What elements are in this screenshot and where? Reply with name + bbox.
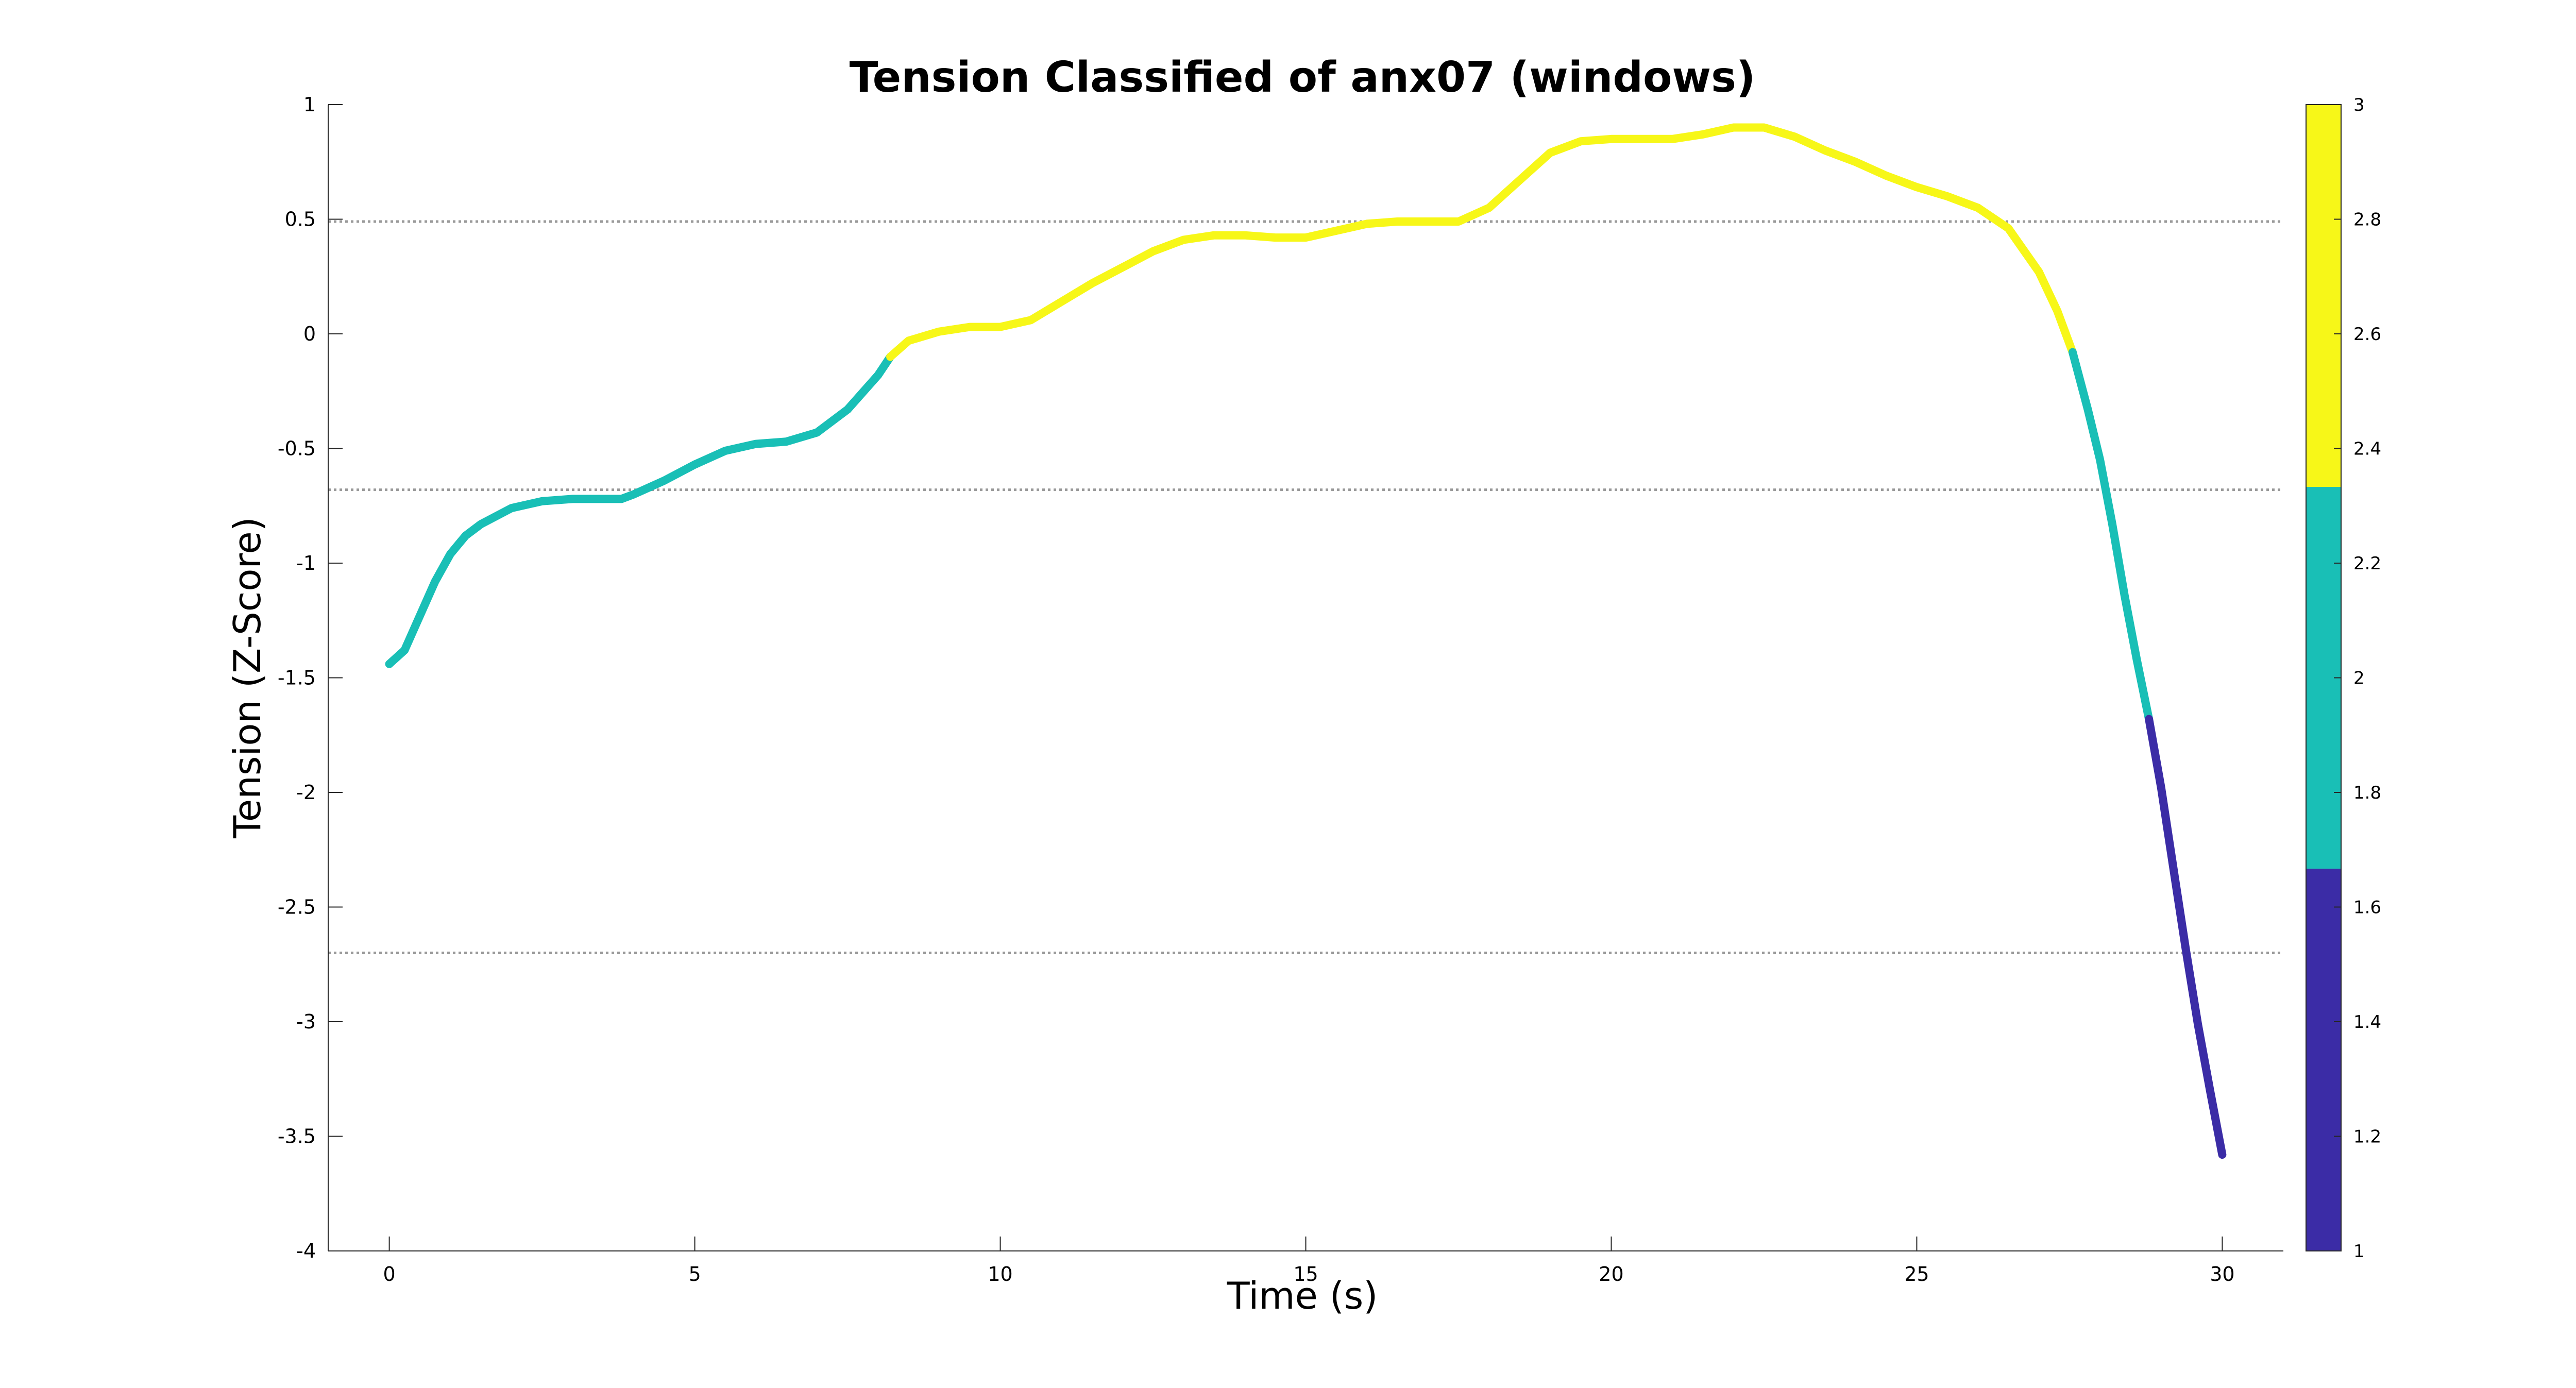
series-line (2068, 348, 2154, 723)
x-ticks: 0 5 10 15 20 25 30 (383, 1237, 2235, 1285)
colorbar-tick-label: 2.8 (2353, 210, 2381, 230)
y-tick-label: -2 (296, 781, 316, 804)
colorbar-tick-label: 1.4 (2353, 1012, 2381, 1032)
x-tick-label: 10 (988, 1263, 1012, 1285)
colorbar-ticks: 3 2.8 2.6 2.4 2.2 2 1.8 1.6 1.4 1.2 1 (2334, 95, 2381, 1262)
colorbar-tick-label: 1.6 (2353, 898, 2381, 918)
colorbar-tick-label: 3 (2353, 95, 2365, 115)
x-tick-label: 25 (1904, 1263, 1929, 1285)
colorbar-band (2306, 868, 2341, 1251)
x-tick-label: 20 (1599, 1263, 1623, 1285)
y-tick-label: -4 (296, 1240, 316, 1262)
y-axis-label: Tension (Z-Score) (226, 517, 269, 839)
threshold-lines (328, 220, 2283, 954)
y-tick-label: -1.5 (278, 667, 316, 689)
series-line (385, 352, 895, 668)
x-tick-label: 30 (2210, 1263, 2234, 1285)
series-lines (385, 123, 2227, 1159)
y-ticks: 1 0.5 0 -0.5 -1 -1.5 -2 -2.5 -3 -3.5 -4 (278, 93, 343, 1262)
colorbar-tick-label: 1.2 (2353, 1127, 2381, 1147)
colorbar-tick-label: 2.4 (2353, 439, 2381, 460)
y-tick-label: -3.5 (278, 1125, 316, 1148)
colorbar-tick-label: 2.2 (2353, 553, 2381, 574)
y-tick-label: 0.5 (285, 208, 316, 231)
y-tick-label: 0 (303, 323, 316, 345)
x-tick-label: 5 (688, 1263, 701, 1285)
y-tick-label: -2.5 (278, 896, 316, 919)
x-tick-label: 0 (383, 1263, 396, 1285)
colorbar-tick-label: 2.6 (2353, 324, 2381, 345)
y-tick-label: -3 (296, 1010, 316, 1033)
series-line (2145, 715, 2227, 1159)
colorbar-band (2306, 105, 2341, 487)
colorbar-tick-label: 1.8 (2353, 783, 2381, 803)
x-tick-label: 15 (1293, 1263, 1318, 1285)
y-tick-label: 1 (303, 93, 316, 116)
x-axis-label: Time (s) (1227, 1274, 1378, 1317)
chart-title: Tension Classified of anx07 (windows) (850, 53, 1756, 102)
colorbar-tick-label: 2 (2353, 668, 2365, 689)
y-tick-label: -0.5 (278, 437, 316, 460)
series-line (886, 123, 2077, 361)
colorbar-tick-label: 1 (2353, 1241, 2365, 1262)
y-tick-label: -1 (296, 552, 316, 574)
axes (328, 105, 2283, 1251)
